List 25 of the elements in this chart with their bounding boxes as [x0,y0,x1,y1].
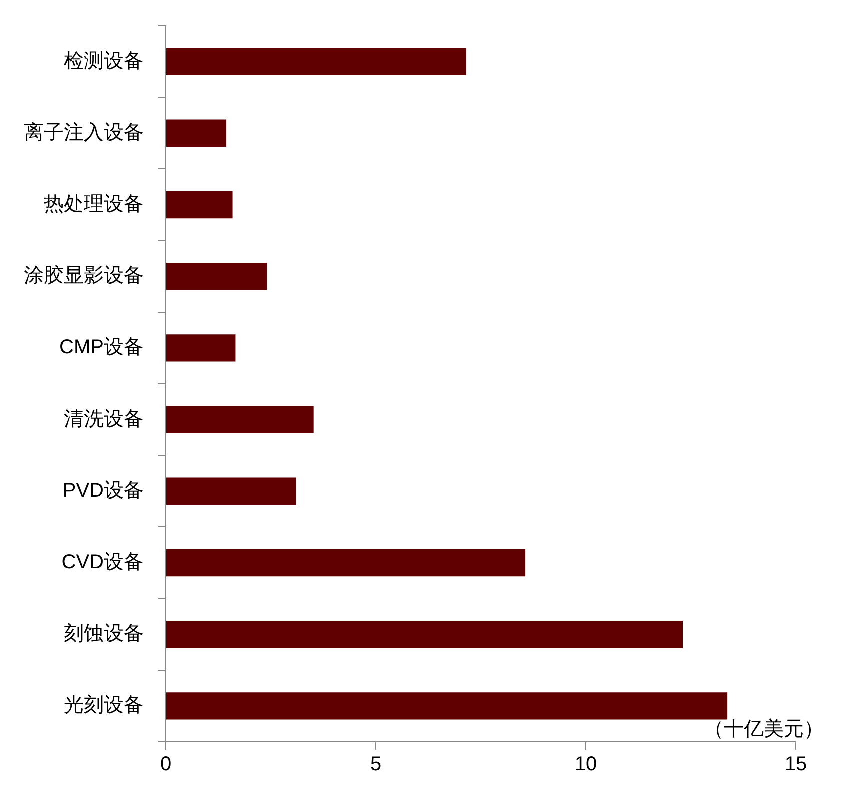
x-tick-label: 10 [574,754,598,776]
y-tick-label: CVD设备 [62,552,144,574]
bar [166,478,296,506]
bar [166,406,314,434]
y-tick-label: 热处理设备 [44,194,144,216]
y-tick-label: 检测设备 [64,50,144,72]
bar [166,692,728,720]
y-tick-label: 离子注入设备 [24,122,144,144]
x-tick-label: 15 [784,754,808,776]
y-tick-label: 涂胶显影设备 [24,265,144,288]
bar [166,191,233,219]
y-tick-label: 刻蚀设备 [64,623,144,646]
x-tick-label: 5 [370,754,382,776]
x-tick-label: 0 [160,754,172,776]
bar [166,120,226,148]
bar [166,620,684,648]
bar [166,549,526,577]
bar [166,334,236,362]
bar [166,262,268,290]
bar [166,48,466,76]
y-tick-label: PVD设备 [62,480,144,502]
y-tick-label: 清洗设备 [64,408,144,430]
y-tick-label: CMP设备 [60,336,144,359]
x-axis-title: （十亿美元） [704,718,824,741]
y-tick-label: 光刻设备 [64,694,144,717]
